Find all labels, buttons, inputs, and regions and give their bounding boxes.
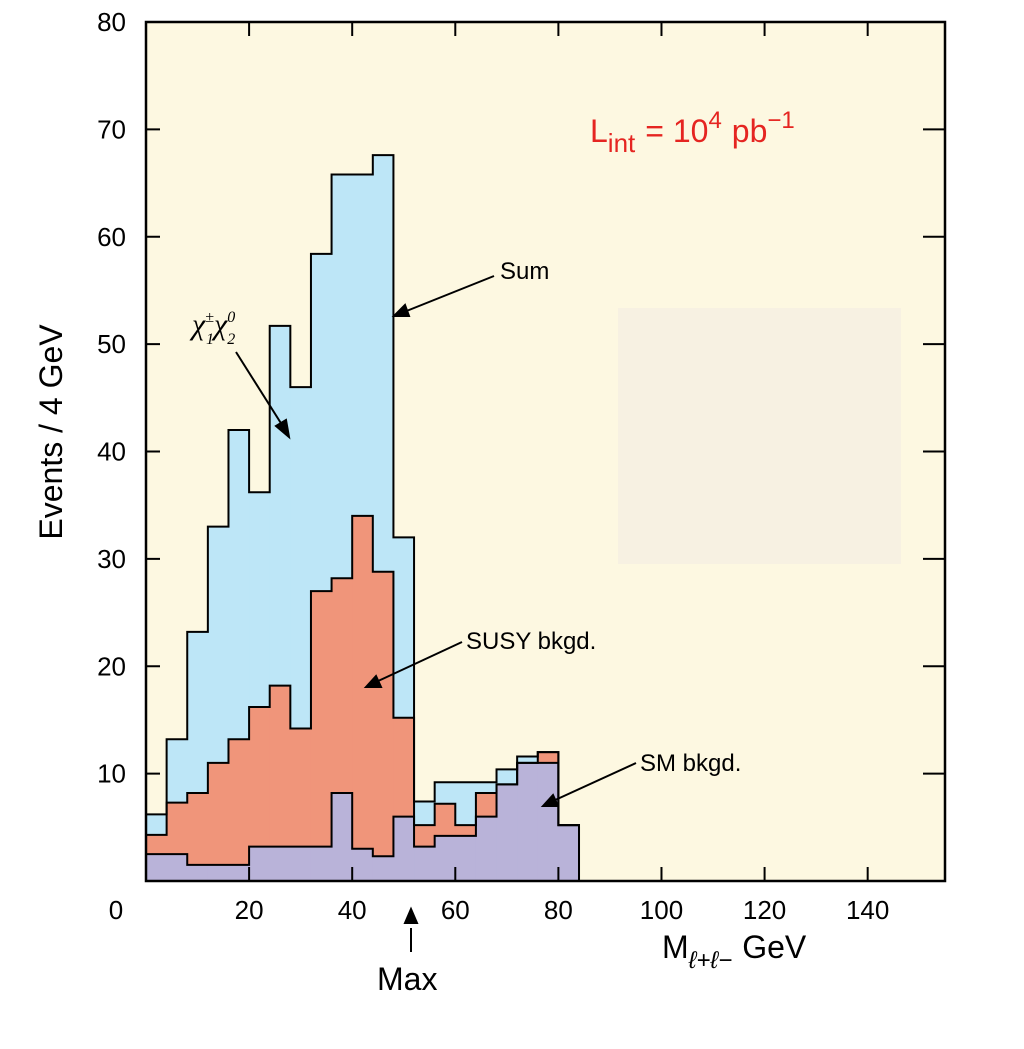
y-tick-label-50: 50	[97, 329, 126, 359]
bar-sm-bkgd-1	[166, 854, 188, 881]
susy-arrow-head	[363, 674, 383, 688]
bar-sm-bkgd-19	[537, 762, 559, 881]
chi-sub2: 2	[227, 331, 235, 348]
chi-arrow-line	[235, 351, 285, 429]
max-label: Max	[377, 961, 437, 997]
bar-sm-bkgd-14	[434, 835, 456, 881]
lumi-exp2: −1	[767, 107, 794, 134]
x-axis-title-unit: GeV	[742, 929, 807, 965]
y-tick-label-70: 70	[97, 114, 126, 144]
chi-sup2: 0	[227, 309, 235, 326]
bar-susy-bkgd-11	[372, 571, 395, 881]
bar-sm-bkgd-9	[331, 792, 353, 881]
lumi-unit: pb	[732, 113, 768, 149]
y-axis-title: Events / 4 GeV	[33, 324, 69, 540]
histogram-bars	[146, 155, 580, 882]
x-tick-label-140: 140	[846, 895, 889, 925]
luminosity-label: Lint = 104 pb−1	[590, 107, 795, 158]
bar-susy-bkgd-7	[290, 728, 312, 881]
sm-bkgd-label: SM bkgd.	[640, 750, 741, 777]
bar-susy-bkgd-8	[310, 591, 333, 881]
chargino-neutralino-label: χ± 1χ0 2	[189, 308, 235, 348]
x-axis-title-main: M	[662, 929, 689, 965]
bar-susy-bkgd-5	[249, 707, 271, 881]
sum-arrow-head	[391, 303, 411, 317]
outline-sum	[146, 154, 581, 881]
x-tick-label-100: 100	[640, 895, 683, 925]
x-tick-label-60: 60	[441, 895, 470, 925]
chi-arrow-head	[274, 418, 291, 440]
max-arrow-head	[403, 906, 419, 924]
y-tick-label-20: 20	[97, 651, 126, 681]
lumi-exp: 4	[708, 107, 721, 134]
y-tick-label-10: 10	[97, 759, 126, 789]
susy-bkgd-label: SUSY bkgd.	[466, 628, 596, 655]
bar-sm-bkgd-18	[517, 762, 539, 881]
sm-arrow-line	[552, 762, 637, 802]
sum-arrow-line	[403, 275, 495, 313]
bar-sm-bkgd-0	[146, 854, 168, 881]
annotations	[235, 275, 637, 952]
x-tick-label-20: 20	[235, 895, 264, 925]
susy-arrow-line	[375, 641, 463, 683]
bar-sm-bkgd-2	[187, 864, 209, 881]
lumi-L: L	[590, 113, 608, 149]
chi-sub1: 1	[206, 331, 214, 348]
bar-sm-bkgd-15	[455, 835, 477, 881]
bar-susy-bkgd-2	[187, 792, 209, 881]
bar-sm-bkgd-4	[228, 864, 250, 881]
bar-sm-bkgd-20	[558, 825, 580, 881]
lumi-sub: int	[608, 128, 636, 158]
bar-sm-bkgd-11	[372, 856, 395, 881]
bar-sm-bkgd-8	[310, 846, 333, 881]
chi-1: χ	[189, 308, 206, 341]
x-tick-label-80: 80	[544, 895, 573, 925]
bar-susy-bkgd-10	[352, 515, 374, 881]
bar-sm-bkgd-17	[496, 784, 518, 881]
x-tick-label-120: 120	[743, 895, 786, 925]
x-axis-title: Mℓ+ℓ− GeV	[662, 929, 807, 974]
x-axis-title-sub: ℓ+ℓ−	[688, 947, 733, 974]
bar-sm-bkgd-5	[249, 846, 271, 881]
lumi-eq: = 10	[645, 113, 708, 149]
origin-tick-label: 0	[109, 895, 123, 925]
histogram-outlines	[146, 154, 581, 881]
bar-sm-bkgd-6	[269, 846, 291, 881]
bar-sm-bkgd-16	[475, 816, 498, 881]
chi-2: χ	[211, 308, 228, 341]
axis-ticks	[146, 21, 945, 881]
y-tick-label-30: 30	[97, 544, 126, 574]
bar-sm-bkgd-3	[207, 864, 230, 881]
sum-label: Sum	[500, 258, 549, 285]
sm-arrow-head	[540, 793, 560, 807]
outline-susy-bkgd	[146, 514, 581, 881]
bar-susy-bkgd-4	[228, 739, 250, 881]
bar-sm-bkgd-13	[414, 846, 436, 881]
inset-box	[618, 308, 901, 564]
bar-susy-bkgd-3	[207, 762, 230, 881]
bar-susy-bkgd-6	[269, 685, 291, 881]
bar-sm-bkgd-7	[290, 846, 312, 881]
x-tick-label-40: 40	[338, 895, 367, 925]
bar-sm-bkgd-10	[352, 848, 374, 881]
y-tick-label-40: 40	[97, 437, 126, 467]
chi-sup1: ±	[205, 309, 214, 326]
y-tick-label-60: 60	[97, 222, 126, 252]
y-tick-label-80: 80	[97, 7, 126, 37]
bar-sm-bkgd-12	[393, 816, 415, 881]
